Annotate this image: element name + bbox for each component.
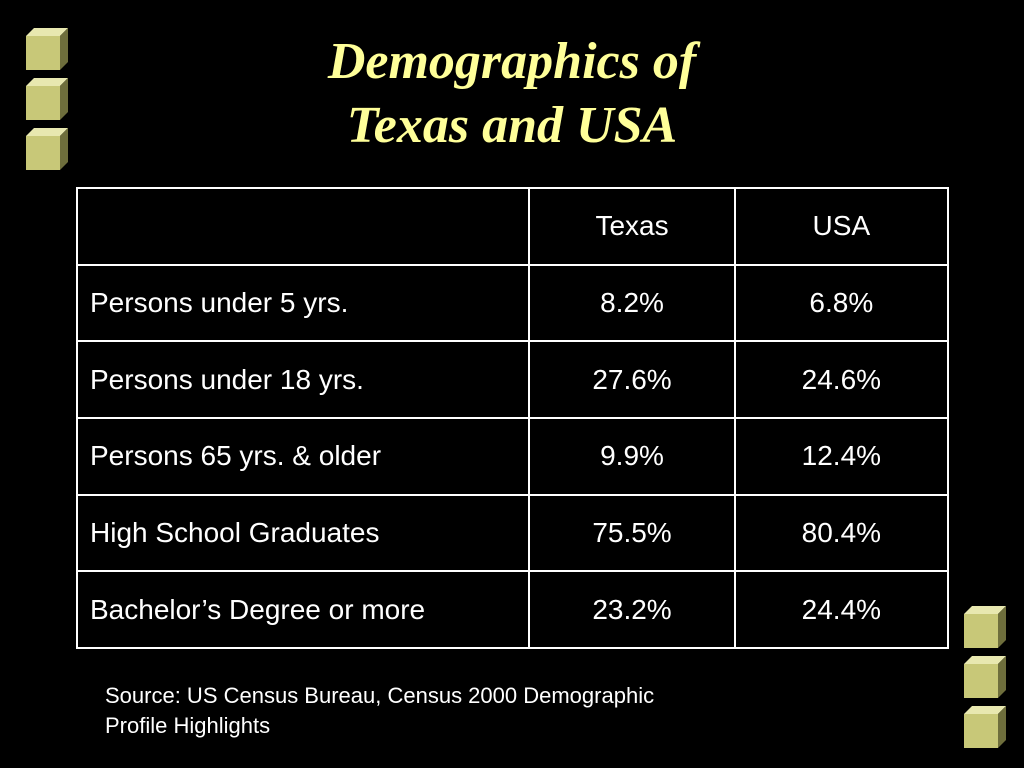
bevel-cube-icon [964, 706, 1006, 748]
table-row: Persons 65 yrs. & older 9.9% 12.4% [75, 416, 950, 496]
demographics-table: Texas USA Persons under 5 yrs. 8.2% 6.8%… [75, 187, 950, 649]
bevel-cube-icon [26, 28, 68, 70]
table-header-texas: Texas [528, 187, 736, 266]
source-line-1: Source: US Census Bureau, Census 2000 De… [105, 683, 655, 708]
usa-value: 6.8% [733, 263, 950, 343]
texas-value: 9.9% [528, 416, 736, 496]
usa-value: 12.4% [733, 416, 950, 496]
row-label: Persons under 5 yrs. [75, 263, 531, 343]
texas-value: 75.5% [528, 493, 736, 573]
texas-value: 8.2% [528, 263, 736, 343]
bevel-cube-icon [26, 78, 68, 120]
slide-title-line-2: Texas and USA [346, 97, 678, 154]
usa-value: 24.6% [733, 340, 950, 419]
table-row: Bachelor’s Degree or more 23.2% 24.4% [75, 570, 950, 649]
row-label: Persons under 18 yrs. [75, 340, 531, 419]
table-row: Persons under 5 yrs. 8.2% 6.8% [75, 263, 950, 343]
bevel-cube-icon [26, 128, 68, 170]
bevel-cube-icon [964, 606, 1006, 648]
slide-title-line-1: Demographics of [327, 33, 697, 90]
row-label: Persons 65 yrs. & older [75, 416, 531, 496]
bevel-cube-icon [964, 656, 1006, 698]
source-note: Source: US Census Bureau, Census 2000 De… [105, 681, 805, 741]
row-label: Bachelor’s Degree or more [75, 570, 531, 649]
table-row: Persons under 18 yrs. 27.6% 24.6% [75, 340, 950, 419]
slide-title: Demographics of Texas and USA [0, 30, 1024, 158]
row-label: High School Graduates [75, 493, 531, 573]
usa-value: 24.4% [733, 570, 950, 649]
texas-value: 23.2% [528, 570, 736, 649]
usa-value: 80.4% [733, 493, 950, 573]
source-line-2: Profile Highlights [105, 713, 271, 738]
table-header-usa: USA [733, 187, 950, 266]
table-header-empty [75, 187, 531, 266]
table-row: High School Graduates 75.5% 80.4% [75, 493, 950, 573]
table-header-row: Texas USA [75, 187, 950, 266]
texas-value: 27.6% [528, 340, 736, 419]
